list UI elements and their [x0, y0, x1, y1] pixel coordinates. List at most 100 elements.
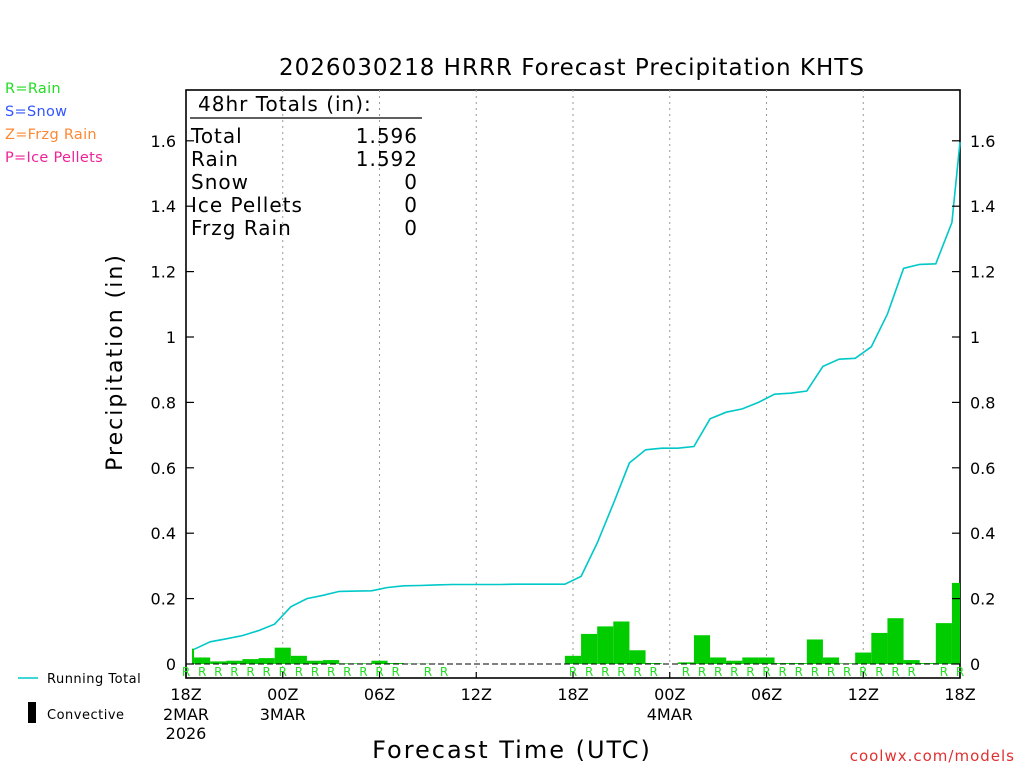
- precip-bar: [742, 657, 759, 664]
- rain-marker: R: [907, 665, 915, 679]
- rain-marker: R: [811, 665, 819, 679]
- rain-marker: R: [295, 665, 303, 679]
- precip-bar: [258, 658, 275, 664]
- totals-label-ice-pellets: Ice Pellets: [191, 193, 303, 217]
- y-tick-label-right: 0.2: [970, 590, 995, 609]
- x-tick-label: 06Z: [364, 685, 395, 704]
- precip-bar: [726, 660, 743, 664]
- rain-marker: R: [746, 665, 754, 679]
- y-tick-label-left: 0: [166, 655, 176, 674]
- rain-marker: R: [343, 665, 351, 679]
- precip-bar: [323, 660, 340, 664]
- x-axis-label: Forecast Time (UTC): [372, 736, 652, 764]
- precip-bar: [758, 657, 775, 664]
- precip-bar: [339, 663, 356, 664]
- precip-bar: [822, 657, 840, 664]
- y-tick-label-right: 1.2: [970, 263, 995, 282]
- key-snow: S=Snow: [5, 104, 68, 120]
- precip-bar: [677, 662, 694, 664]
- precip-bar: [887, 618, 904, 664]
- x-tick-label: 00Z: [267, 685, 298, 704]
- rain-marker: R: [891, 665, 899, 679]
- chart-title: 2026030218 HRRR Forecast Precipitation K…: [279, 55, 865, 81]
- totals-label-snow: Snow: [191, 170, 249, 194]
- totals-box: 48hr Totals (in): Total 1.596 Rain 1.592…: [190, 92, 422, 240]
- y-axis-label: Precipitation (in): [103, 253, 128, 471]
- totals-value-rain: 1.592: [356, 147, 418, 171]
- rain-marker: R: [795, 665, 803, 679]
- y-tick-label-right: 1.6: [970, 132, 995, 151]
- precip-bar: [355, 663, 372, 664]
- precip-bar: [371, 660, 388, 664]
- precip-bar: [903, 660, 920, 664]
- x-tick-label: 12Z: [461, 685, 492, 704]
- totals-title: 48hr Totals (in):: [198, 92, 372, 116]
- precip-bar: [274, 647, 291, 664]
- y-axis-ticks: 0 00.2 0.20.4 0.40.6 0.60.8 0.81 11.2 1.21.4 1.4…: [151, 132, 996, 674]
- precip-bar: [710, 657, 727, 664]
- precip-bar: [242, 659, 259, 664]
- rain-marker: R: [649, 665, 657, 679]
- x-tick-label: 18Z: [944, 685, 975, 704]
- precip-bar: [564, 655, 582, 664]
- rain-marker: R: [714, 665, 722, 679]
- key-rain: R=Rain: [5, 81, 61, 97]
- precip-bar: [597, 626, 614, 664]
- running-total-line: [193, 142, 961, 651]
- rain-marker: R: [424, 665, 432, 679]
- x-tick-label: 06Z: [751, 685, 782, 704]
- rain-marker: R: [214, 665, 222, 679]
- totals-label-frzg-rain: Frzg Rain: [191, 216, 292, 240]
- precip-bar: [226, 660, 243, 664]
- x-tick-sublabel: 4MAR: [647, 705, 693, 724]
- rain-marker: R: [778, 665, 786, 679]
- y-tick-label-right: 0.8: [970, 393, 995, 412]
- precip-bar: [806, 639, 823, 664]
- precip-bar: [194, 657, 211, 664]
- totals-value-frzg-rain: 0: [404, 216, 418, 240]
- legend-convective-swatch: [28, 702, 36, 723]
- y-tick-label-right: 1: [970, 328, 980, 347]
- rain-marker: R: [585, 665, 593, 679]
- precip-bar: [290, 655, 307, 664]
- x-tick-label: 00Z: [654, 685, 685, 704]
- y-tick-label-left: 0.8: [151, 393, 176, 412]
- precip-bar: [581, 633, 598, 664]
- rain-marker: R: [698, 665, 706, 679]
- x-tick-label: 12Z: [848, 685, 879, 704]
- precip-bar: [855, 652, 872, 664]
- key-ice-pellets: P=Ice Pellets: [5, 150, 103, 166]
- rain-marker: R: [262, 665, 270, 679]
- y-tick-label-left: 0.2: [151, 590, 176, 609]
- totals-value-total: 1.596: [356, 124, 418, 148]
- rain-marker: R: [327, 665, 335, 679]
- totals-label-rain: Rain: [191, 147, 239, 171]
- precip-bar: [192, 648, 195, 664]
- precip-bar: [306, 660, 324, 664]
- precip-bar: [629, 650, 646, 664]
- y-tick-label-left: 0.4: [151, 524, 176, 543]
- key-frzg-rain: Z=Frzg Rain: [5, 127, 97, 143]
- totals-value-snow: 0: [404, 170, 418, 194]
- x-tick-label: 18Z: [170, 685, 201, 704]
- x-tick-sublabel: 2MAR: [163, 705, 209, 724]
- x-tick-sublabel: 3MAR: [260, 705, 306, 724]
- rain-marker: R: [230, 665, 238, 679]
- rain-marker: R: [391, 665, 399, 679]
- rain-marker: R: [730, 665, 738, 679]
- footer-credit: coolwx.com/models: [850, 747, 1015, 765]
- legend-running-total-label: Running Total: [47, 672, 141, 687]
- precip-bar: [935, 623, 952, 664]
- rain-marker: R: [246, 665, 254, 679]
- rain-marker: R: [440, 665, 448, 679]
- rain-marker: R: [617, 665, 625, 679]
- legend-convective-label: Convective: [47, 708, 125, 723]
- chart-legend: Running Total Convective: [18, 672, 141, 723]
- rain-marker: R: [198, 665, 206, 679]
- y-tick-label-right: 1.4: [970, 197, 995, 216]
- rain-marker: R: [311, 665, 319, 679]
- y-tick-label-right: 0.6: [970, 459, 995, 478]
- precip-bar: [613, 621, 630, 664]
